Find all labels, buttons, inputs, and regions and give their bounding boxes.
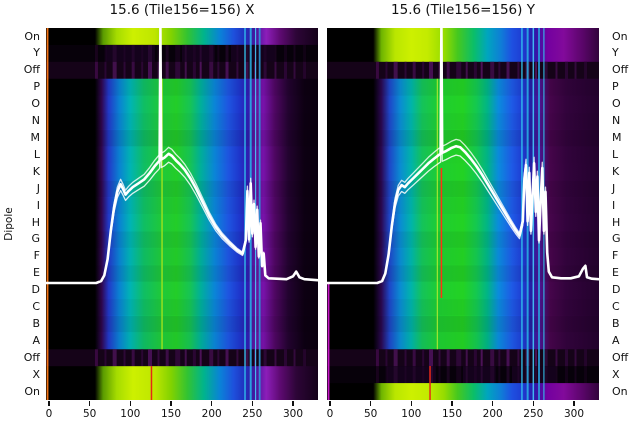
- dipole-label-right: X: [612, 367, 620, 381]
- x-tick: [170, 401, 172, 406]
- x-tick: [492, 401, 494, 406]
- x-tick-label: 200: [201, 408, 222, 420]
- heatmap-panel-y: [327, 28, 599, 400]
- dipole-label-right: M: [612, 130, 622, 144]
- dipole-label-left: H: [31, 215, 40, 229]
- dipole-label-right: J: [612, 181, 616, 195]
- dipole-label-right: C: [612, 300, 620, 313]
- dipole-label-left: Off: [23, 63, 40, 77]
- dipole-label-left: O: [31, 97, 40, 111]
- dipole-label-left: D: [31, 283, 40, 297]
- dipole-label-left: Y: [33, 46, 40, 60]
- x-tick-label: 50: [83, 408, 97, 420]
- dipole-label-right: O: [612, 97, 621, 111]
- dipole-label-right: Y: [612, 46, 619, 60]
- dipole-label-right: H: [612, 215, 621, 229]
- x-tick-label: 100: [401, 408, 422, 420]
- dipole-label-left: X: [32, 367, 40, 381]
- dipole-label-left: L: [33, 147, 40, 161]
- x-tick: [292, 401, 294, 406]
- dipole-label-left: M: [30, 130, 41, 144]
- x-tick: [532, 401, 534, 406]
- x-tick-label: 300: [282, 408, 304, 420]
- x-tick-label: 250: [523, 408, 544, 420]
- heatmap-panel-x: [46, 28, 318, 400]
- dipole-label-right: I: [612, 198, 616, 212]
- dipole-label-right: G: [612, 232, 621, 246]
- panel-title-y: 15.6 (Tile156=156) Y: [391, 2, 535, 18]
- dipole-label-right: E: [612, 266, 619, 280]
- dipole-label-right: Off: [612, 63, 629, 77]
- x-tick: [573, 401, 575, 406]
- dipole-label-right: K: [612, 164, 620, 178]
- dipole-label-right: On: [612, 29, 628, 43]
- dipole-label-left: P: [33, 80, 40, 94]
- dipole-label-right: L: [612, 147, 619, 161]
- dipole-label-right: On: [612, 384, 628, 398]
- x-tick: [370, 401, 372, 406]
- x-tick: [129, 401, 131, 406]
- x-tick-label: 150: [441, 408, 463, 420]
- dipole-label-right: A: [612, 333, 620, 347]
- dipole-label-left: On: [24, 29, 40, 43]
- x-tick: [211, 401, 213, 406]
- x-tick-label: 0: [326, 408, 334, 420]
- dipole-label-right: B: [612, 316, 620, 330]
- dipole-label-left: J: [36, 181, 40, 195]
- x-tick-label: 50: [364, 408, 378, 420]
- dipole-label-right: D: [612, 283, 621, 297]
- x-tick: [451, 401, 453, 406]
- dipole-label-left: N: [31, 114, 40, 127]
- x-tick-label: 250: [242, 408, 263, 420]
- dipole-label-left: F: [33, 249, 40, 263]
- x-tick-label: 300: [563, 408, 585, 420]
- x-tick-label: 100: [120, 408, 141, 420]
- dipole-label-left: On: [24, 384, 40, 398]
- panel-title-x: 15.6 (Tile156=156) X: [109, 2, 255, 18]
- x-tick-label: 200: [482, 408, 503, 420]
- x-tick: [329, 401, 331, 406]
- dipole-label-left: Off: [23, 350, 40, 364]
- dipole-label-right: Off: [612, 350, 629, 364]
- dipole-label-right: N: [612, 114, 621, 127]
- dipole-label-left: G: [31, 232, 40, 246]
- x-tick: [251, 401, 253, 406]
- x-tick: [410, 401, 412, 406]
- x-tick: [48, 401, 50, 406]
- dipole-label-left: B: [32, 316, 40, 330]
- dipole-label-left: K: [32, 164, 40, 178]
- dipole-label-left: I: [36, 198, 40, 212]
- dipole-label-left: C: [32, 300, 40, 313]
- x-tick-label: 0: [45, 408, 53, 420]
- dipole-label-right: F: [612, 249, 619, 263]
- dipole-label-left: E: [33, 266, 40, 280]
- dipole-label-left: A: [32, 333, 40, 347]
- x-tick-label: 150: [160, 408, 182, 420]
- x-tick: [89, 401, 91, 406]
- dipole-label-right: P: [612, 80, 619, 94]
